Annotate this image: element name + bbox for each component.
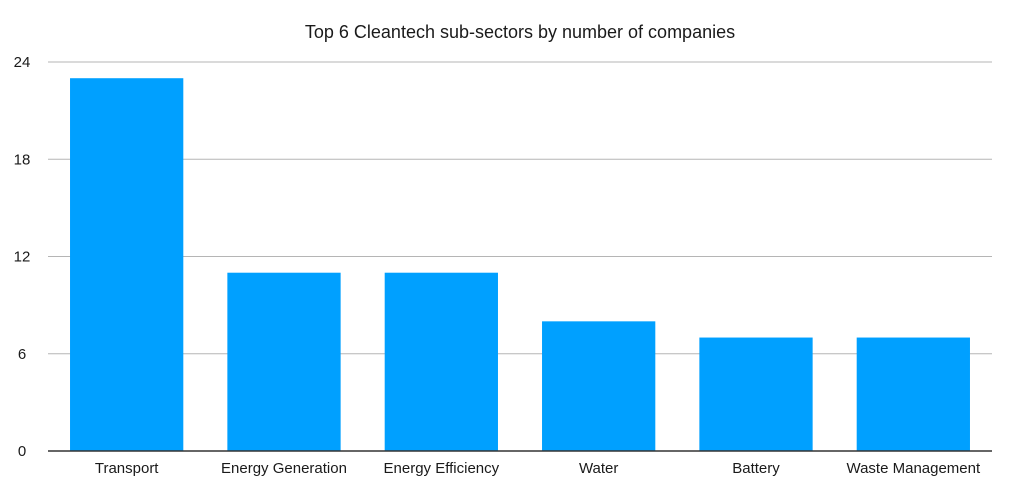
chart-title: Top 6 Cleantech sub-sectors by number of… <box>305 22 735 42</box>
x-category-label: Water <box>579 460 618 477</box>
bars <box>70 78 970 451</box>
bar-energy-generation <box>227 272 341 451</box>
x-category-label: Energy Generation <box>221 460 347 477</box>
y-tick-label: 24 <box>14 54 31 71</box>
bar-water <box>542 321 656 451</box>
y-tick-label: 12 <box>14 249 31 266</box>
y-tick-label: 18 <box>14 151 31 168</box>
x-axis-labels: Transport Energy Generation Energy Efficie… <box>95 460 981 477</box>
x-category-label: Battery <box>732 460 780 477</box>
bar-waste-management <box>856 337 970 451</box>
y-tick-label: 6 <box>18 346 26 363</box>
x-category-label: Transport <box>95 460 159 477</box>
y-axis-ticks: 0 6 12 18 24 <box>14 54 31 460</box>
x-category-label: Waste Management <box>846 460 981 477</box>
bar-energy-efficiency <box>384 272 498 451</box>
bar-transport <box>70 78 184 451</box>
gridlines <box>48 61 992 355</box>
bar-battery <box>699 337 813 451</box>
y-tick-label: 0 <box>18 443 26 460</box>
x-category-label: Energy Efficiency <box>384 460 500 477</box>
